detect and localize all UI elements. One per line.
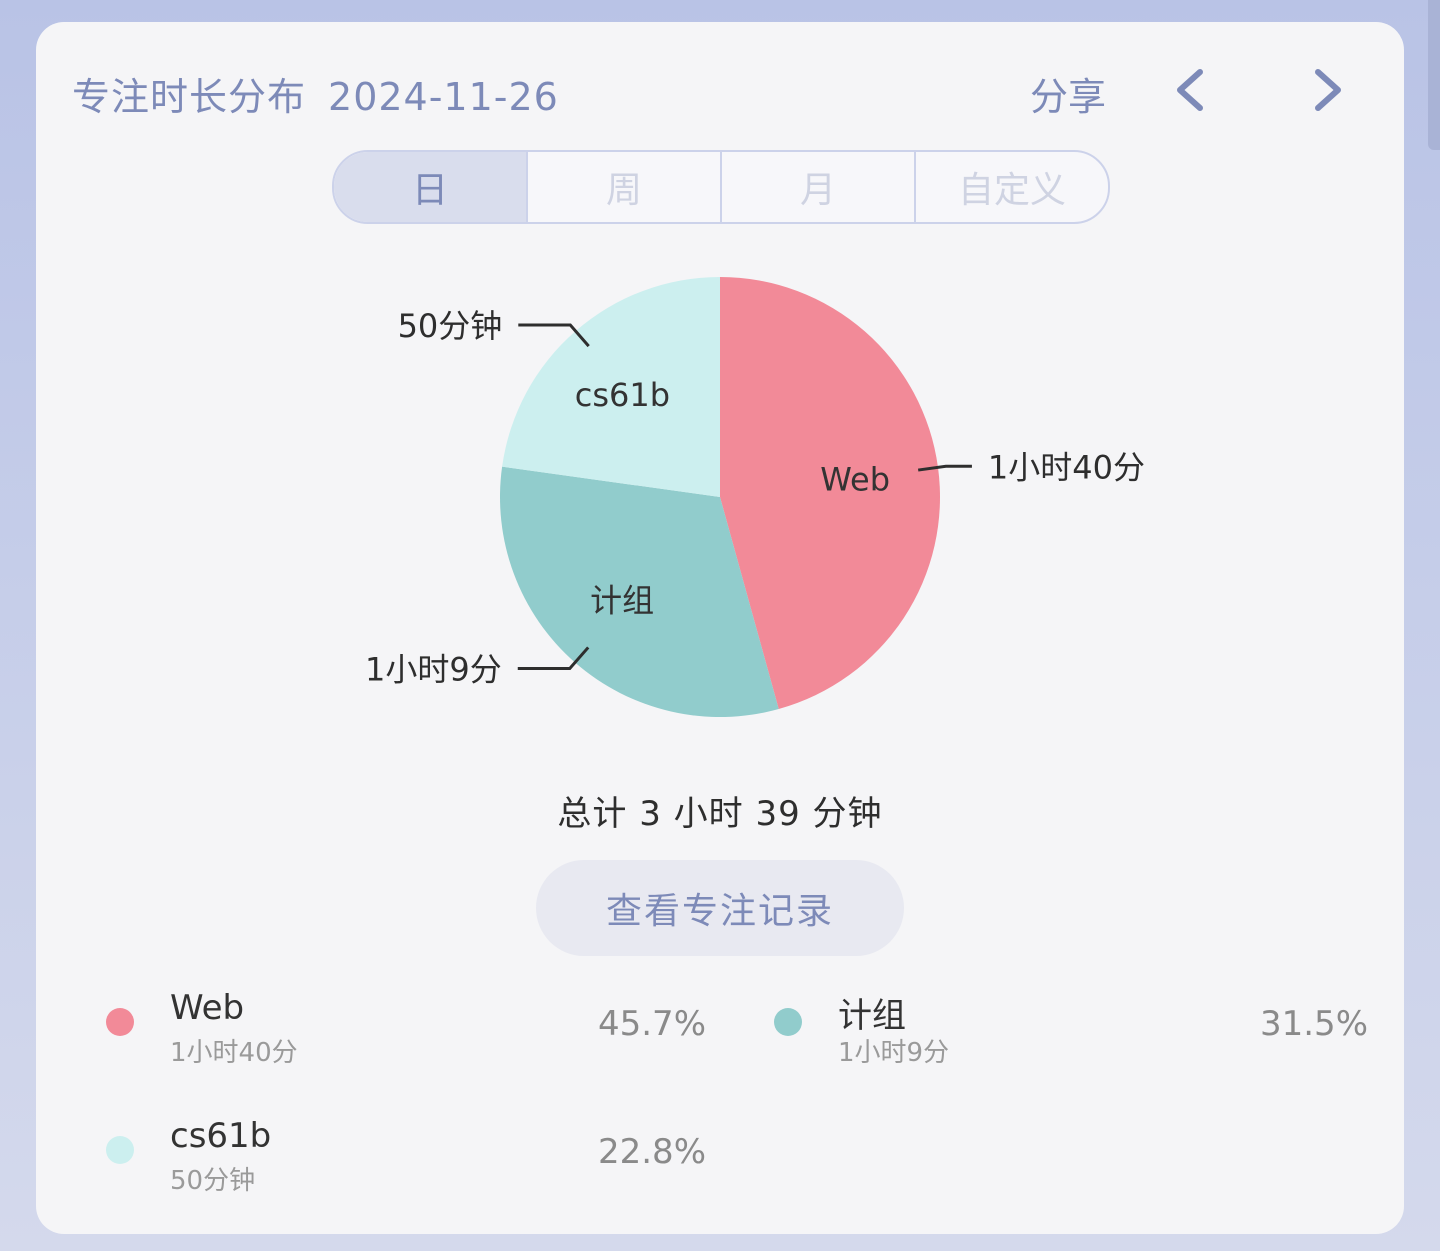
pie-duration-label: 1小时9分	[365, 650, 502, 688]
legend-dot	[774, 1008, 802, 1036]
tab-week[interactable]: 周	[528, 152, 722, 222]
legend-item-web: Web 1小时40分 45.7%	[106, 988, 706, 1068]
legend-percent: 31.5%	[1259, 1004, 1368, 1044]
legend-percent: 22.8%	[597, 1132, 706, 1172]
legend-name: Web	[170, 988, 245, 1028]
scrollbar[interactable]	[1428, 0, 1440, 150]
pie-slice-label: 计组	[590, 582, 654, 620]
title-text: 专注时长分布	[72, 75, 307, 119]
total-duration: 总计 3 小时 39 分钟	[557, 794, 883, 834]
legend-percent: 45.7%	[597, 1004, 706, 1044]
chevron-right-icon	[1315, 69, 1341, 111]
page-title: 专注时长分布 2024-11-26	[72, 66, 559, 121]
legend-dot	[106, 1008, 134, 1036]
period-tabs: 日 周 月 自定义	[332, 150, 1110, 224]
pie-duration-label: 1小时40分	[988, 448, 1145, 486]
pie-slice-1[interactable]	[499, 466, 779, 717]
legend-item-cs61b: cs61b 50分钟 22.8%	[106, 1116, 706, 1196]
pie-slice-0[interactable]	[720, 277, 940, 710]
legend-duration: 1小时40分	[170, 1038, 298, 1068]
pie-slice-label: cs61b	[575, 376, 670, 414]
legend-duration: 50分钟	[170, 1166, 256, 1196]
focus-distribution-card: 专注时长分布 2024-11-26 分享 日 周 月 自定义 Web 1小时40分计…	[36, 22, 1404, 1234]
pie-slice-2[interactable]	[502, 277, 720, 497]
tab-custom[interactable]: 自定义	[957, 170, 1066, 211]
date-text: 2024-11-26	[328, 75, 559, 119]
view-records-button[interactable]: 查看专注记录	[536, 860, 904, 956]
legend-name: 计组	[838, 996, 906, 1036]
pie-duration-label: 50分钟	[398, 307, 503, 345]
tab-day[interactable]: 日	[334, 152, 528, 222]
next-button[interactable]	[1308, 66, 1348, 114]
leader-line	[917, 464, 972, 472]
tab-month[interactable]: 月	[722, 152, 916, 222]
legend-name: cs61b	[170, 1116, 272, 1156]
chevron-left-icon	[1177, 69, 1203, 111]
share-button[interactable]: 分享	[1030, 75, 1107, 119]
legend-duration: 1小时9分	[838, 1038, 950, 1068]
legend-item-jizu: 计组 1小时9分 31.5%	[774, 988, 1368, 1068]
leader-line	[517, 646, 590, 670]
prev-button[interactable]	[1170, 66, 1210, 114]
pie-slice-label: Web	[820, 461, 890, 499]
leader-line	[518, 323, 590, 348]
legend-dot	[106, 1136, 134, 1164]
